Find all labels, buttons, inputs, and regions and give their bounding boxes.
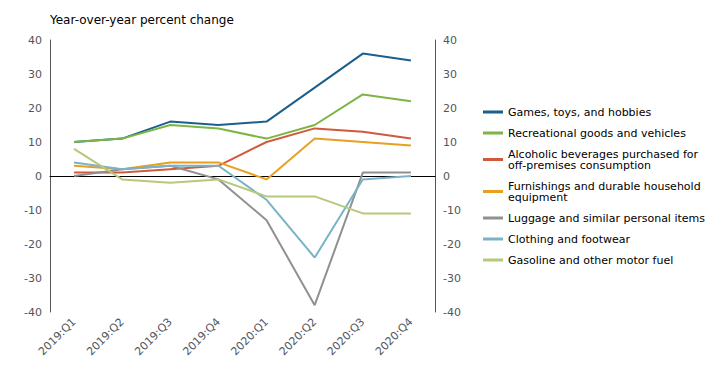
svg-text:2019:Q1: 2019:Q1	[36, 315, 79, 358]
svg-text:20: 20	[443, 102, 457, 115]
svg-text:2019:Q4: 2019:Q4	[180, 315, 223, 358]
svg-text:2020:Q2: 2020:Q2	[277, 315, 320, 358]
svg-text:30: 30	[443, 68, 457, 81]
svg-text:Luggage and similar personal i: Luggage and similar personal items	[508, 212, 705, 225]
svg-text:0: 0	[35, 170, 42, 183]
svg-text:Furnishings and durable househ: Furnishings and durable household	[508, 179, 701, 193]
svg-text:20: 20	[28, 102, 42, 115]
svg-text:-40: -40	[443, 306, 461, 319]
svg-text:Alcoholic beverages purchased: Alcoholic beverages purchased for	[508, 147, 699, 161]
svg-text:2019:Q3: 2019:Q3	[132, 315, 175, 358]
svg-text:-30: -30	[24, 272, 42, 285]
svg-text:2020:Q3: 2020:Q3	[325, 315, 368, 358]
svg-text:2019:Q2: 2019:Q2	[84, 315, 127, 358]
svg-text:-10: -10	[24, 204, 42, 217]
svg-text:Year-over-year percent change: Year-over-year percent change	[49, 13, 234, 27]
svg-text:40: 40	[443, 34, 457, 47]
svg-text:2020:Q4: 2020:Q4	[373, 315, 416, 358]
svg-text:-40: -40	[24, 306, 42, 319]
svg-text:Clothing and footwear: Clothing and footwear	[508, 233, 631, 246]
svg-text:-30: -30	[443, 272, 461, 285]
svg-text:30: 30	[28, 68, 42, 81]
svg-text:0: 0	[443, 170, 450, 183]
svg-text:Games, toys, and hobbies: Games, toys, and hobbies	[508, 106, 651, 119]
svg-text:-20: -20	[24, 238, 42, 251]
svg-text:10: 10	[28, 136, 42, 149]
svg-text:2020:Q1: 2020:Q1	[229, 315, 272, 358]
svg-text:off-premises consumption: off-premises consumption	[508, 159, 651, 172]
svg-text:Recreational goods and vehicle: Recreational goods and vehicles	[508, 127, 686, 140]
svg-text:40: 40	[28, 34, 42, 47]
svg-text:Gasoline and other motor fuel: Gasoline and other motor fuel	[508, 254, 673, 267]
svg-text:-10: -10	[443, 204, 461, 217]
svg-text:equipment: equipment	[508, 191, 568, 204]
svg-text:10: 10	[443, 136, 457, 149]
svg-text:-20: -20	[443, 238, 461, 251]
